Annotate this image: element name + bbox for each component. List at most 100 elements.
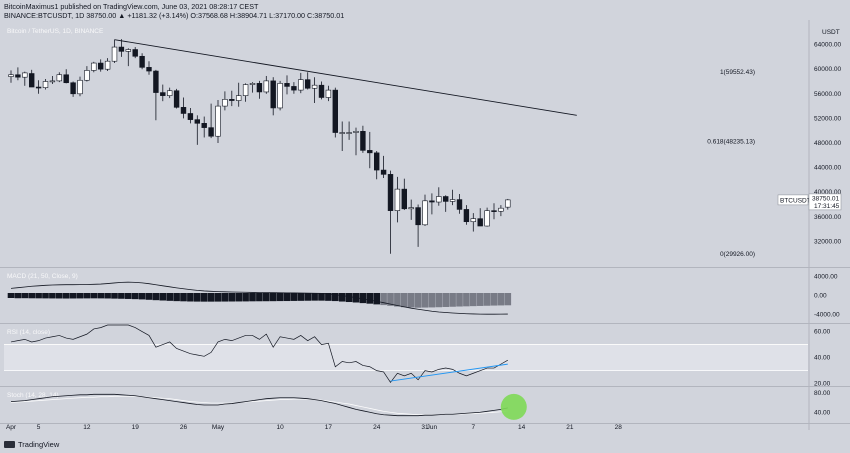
macd-histogram-bar xyxy=(104,293,111,299)
macd-histogram-bar xyxy=(228,293,236,302)
macd-histogram-bar xyxy=(14,293,22,299)
macd-histogram-bar xyxy=(456,293,463,307)
descending-trendline xyxy=(114,39,577,116)
candle-down xyxy=(194,119,200,124)
candle-up xyxy=(77,79,83,95)
macd-histogram-bar xyxy=(297,293,305,301)
last-price-value: 38750.01 xyxy=(812,195,839,202)
time-tick-label: 26 xyxy=(180,424,188,431)
candle-down xyxy=(35,86,42,89)
rsi-band xyxy=(4,344,808,371)
stoch-line xyxy=(10,393,508,417)
candle-up xyxy=(84,70,90,81)
time-tick-label: 28 xyxy=(615,424,623,431)
macd-tick-label: 4000.00 xyxy=(814,274,838,281)
price-tick-label: 64000.00 xyxy=(814,42,841,49)
candle-down xyxy=(380,169,387,175)
candle-down xyxy=(173,90,180,108)
candle-up xyxy=(408,207,414,210)
candle-up xyxy=(125,49,132,52)
candle-down xyxy=(373,152,380,171)
price-tick-label: 60000.00 xyxy=(814,66,841,73)
macd-histogram-bar xyxy=(428,293,436,308)
macd-histogram-bar xyxy=(490,293,498,306)
macd-histogram-bar xyxy=(97,293,104,299)
macd-histogram-bar xyxy=(56,293,63,299)
macd-histogram-bar xyxy=(235,293,242,302)
candle-down xyxy=(442,196,449,202)
stoch-pane-title: Stoch (14, 28, 14) xyxy=(7,392,59,399)
macd-histogram-bar xyxy=(83,293,91,299)
candle-down xyxy=(491,210,497,212)
candle-up xyxy=(470,218,476,223)
candle-down xyxy=(387,174,394,211)
stoch-tick-label: 80.00 xyxy=(814,390,831,397)
macd-histogram-bar xyxy=(131,293,139,300)
fib-level-label: 1(59552.43) xyxy=(720,69,755,76)
candle-down xyxy=(401,188,407,210)
price-tick-label: 32000.00 xyxy=(814,238,841,245)
candle-up xyxy=(49,80,56,83)
macd-histogram-bar xyxy=(463,293,470,307)
candle-up xyxy=(8,74,14,77)
symbol-tag: BTCUSDT xyxy=(780,197,811,204)
candle-up xyxy=(422,200,428,226)
candle-down xyxy=(187,113,194,120)
macd-histogram-bar xyxy=(380,293,387,306)
macd-histogram-bar xyxy=(483,293,491,306)
time-tick-label: Jun xyxy=(427,424,438,431)
candle-up xyxy=(436,196,442,203)
candle-down xyxy=(139,55,145,68)
price-pane-title: Bitcoin / TetherUS, 1D, BINANCE xyxy=(7,28,104,35)
macd-histogram-bar xyxy=(221,293,229,302)
macd-histogram-bar xyxy=(442,293,449,307)
macd-tick-label: -4000.00 xyxy=(814,311,840,318)
price-tick-label: 52000.00 xyxy=(814,115,841,122)
time-tick-label: 14 xyxy=(518,424,526,431)
rsi-tick-label: 60.00 xyxy=(814,329,831,336)
macd-histogram-bar xyxy=(200,293,208,302)
macd-histogram-bar xyxy=(118,293,125,299)
time-tick-label: 21 xyxy=(566,424,574,431)
time-tick-label: May xyxy=(212,424,225,431)
candle-up xyxy=(311,84,318,89)
macd-histogram-bar xyxy=(283,293,291,302)
candle-up xyxy=(298,79,304,91)
candle-down xyxy=(98,62,104,70)
candle-down xyxy=(318,84,325,98)
macd-histogram-bar xyxy=(401,293,408,308)
candle-up xyxy=(104,60,111,70)
candle-down xyxy=(153,70,159,93)
macd-pane-title: MACD (21, 50, Close, 9) xyxy=(7,273,78,280)
candle-up xyxy=(339,132,345,134)
macd-histogram-bar xyxy=(373,293,380,305)
macd-histogram-bar xyxy=(194,293,201,302)
macd-histogram-bar xyxy=(332,293,339,302)
candle-down xyxy=(63,74,69,84)
macd-histogram-bar xyxy=(394,293,401,307)
published-line: BitcoinMaximus1 published on TradingView… xyxy=(4,2,259,11)
macd-histogram-bar xyxy=(276,293,284,302)
candle-down xyxy=(208,127,214,137)
fib-level-label: 0.618(48235.13) xyxy=(707,139,755,146)
candle-up xyxy=(263,80,269,93)
time-tick-label: 5 xyxy=(37,424,41,431)
candle-up xyxy=(91,62,97,71)
macd-histogram-bar xyxy=(407,293,415,308)
rsi-pane-title: RSI (14, close) xyxy=(7,329,50,336)
candle-down xyxy=(284,83,290,87)
candle-down xyxy=(367,150,373,154)
stoch-signal-line xyxy=(10,395,508,416)
time-tick-label: 12 xyxy=(83,424,91,431)
macd-histogram-bar xyxy=(249,293,256,302)
candle-down xyxy=(332,89,338,133)
price-tick-label: 36000.00 xyxy=(814,214,841,221)
macd-histogram-bar xyxy=(62,293,70,299)
candle-up xyxy=(111,46,118,62)
macd-histogram-bar xyxy=(470,293,477,307)
time-tick-label: 10 xyxy=(276,424,284,431)
macd-histogram-bar xyxy=(269,293,277,302)
candle-up xyxy=(505,199,511,208)
candle-down xyxy=(429,200,435,203)
